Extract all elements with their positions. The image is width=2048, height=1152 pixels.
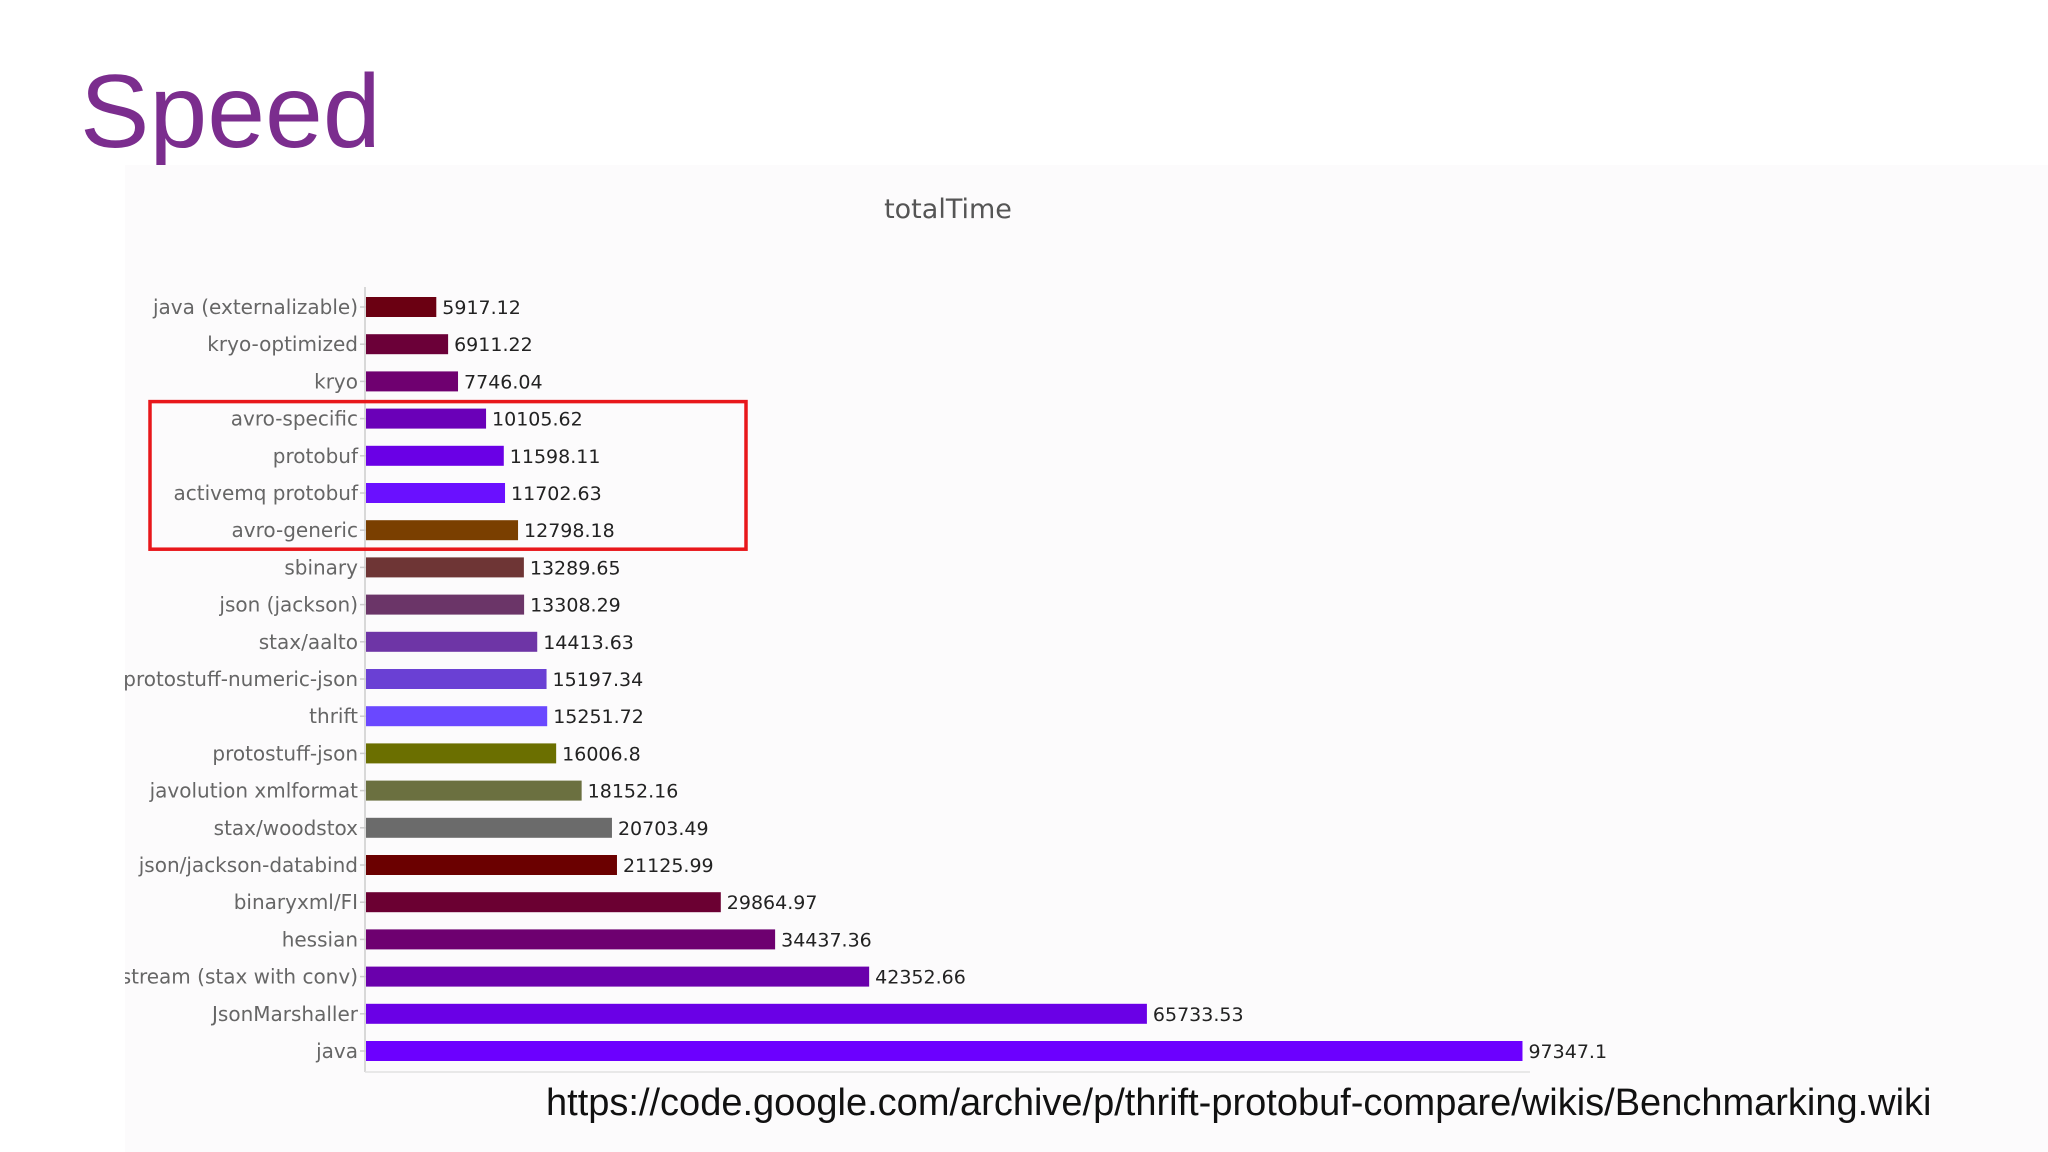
bar	[366, 1041, 1523, 1061]
bar	[366, 520, 519, 541]
category-label: java	[315, 1039, 358, 1063]
bar	[366, 297, 437, 317]
bar	[366, 669, 547, 689]
value-label: 21125.99	[623, 855, 714, 877]
category-label: kryo	[314, 369, 358, 393]
category-label: javolution xmlformat	[149, 779, 359, 803]
highlight-box	[148, 399, 748, 551]
category-label: hessian	[282, 927, 358, 951]
value-label: 15197.34	[553, 669, 644, 691]
category-label: activemq protobuf	[173, 481, 358, 505]
source-url-link[interactable]: https://code.google.com/archive/p/thrift…	[546, 1082, 1932, 1124]
category-label: json (jackson)	[218, 593, 358, 617]
bar	[366, 1003, 1147, 1024]
bar	[366, 780, 582, 801]
bar	[366, 334, 449, 355]
value-label: 11598.11	[510, 446, 601, 468]
bar	[366, 966, 870, 987]
bar	[366, 929, 776, 950]
category-label: avro-generic	[232, 518, 358, 542]
category-label: stax/woodstox	[214, 816, 359, 840]
bar	[366, 408, 487, 429]
value-label: 29864.97	[727, 892, 818, 914]
bar	[366, 445, 504, 466]
bar	[366, 371, 459, 392]
category-label: sbinary	[284, 555, 358, 579]
slide-title: Speed	[80, 54, 381, 170]
value-label: 16006.8	[562, 743, 641, 765]
category-label: json/jackson-databind	[138, 853, 358, 877]
bar-chart: totalTime java (externalizable) 5917.12 kr…	[125, 194, 1607, 1073]
value-label: 10105.62	[492, 409, 583, 431]
value-label: 18152.16	[588, 781, 679, 803]
bar	[366, 855, 617, 875]
value-label: 7746.04	[464, 371, 543, 393]
bar	[366, 631, 538, 652]
category-label: thrift	[309, 704, 358, 728]
value-label: 15251.72	[553, 706, 644, 728]
chart-title: totalTime	[884, 194, 1012, 225]
category-label: kryo-optimized	[207, 332, 358, 356]
category-label: xstream (stax with conv)	[125, 965, 358, 989]
bar	[366, 483, 506, 503]
chart-panel: totalTime java (externalizable) 5917.12 kr…	[125, 165, 2048, 1152]
value-label: 11702.63	[511, 483, 602, 505]
value-label: 34437.36	[781, 929, 872, 951]
value-label: 6911.22	[454, 334, 533, 356]
bar	[366, 594, 525, 615]
value-label: 13308.29	[530, 595, 621, 617]
category-label: protostuff-json	[212, 741, 358, 765]
bars-layer: java (externalizable) 5917.12 kryo-optimiz…	[125, 295, 1607, 1063]
bar	[366, 706, 548, 727]
category-label: avro-specific	[231, 407, 358, 431]
bar	[366, 743, 557, 764]
category-label: binaryxml/FI	[234, 890, 358, 914]
value-label: 20703.49	[618, 818, 709, 840]
category-label: java (externalizable)	[152, 295, 358, 319]
value-label: 97347.1	[1528, 1041, 1607, 1063]
value-label: 5917.12	[442, 297, 521, 319]
category-label: stax/aalto	[259, 630, 358, 654]
bar	[366, 892, 721, 913]
category-label: protostuff-numeric-json	[125, 667, 358, 691]
bar	[366, 557, 524, 578]
value-label: 42352.66	[875, 967, 966, 989]
value-label: 65733.53	[1153, 1004, 1244, 1026]
value-label: 13289.65	[530, 557, 621, 579]
value-label: 14413.63	[543, 632, 634, 654]
category-label: JsonMarshaller	[210, 1002, 359, 1026]
bar	[366, 817, 612, 838]
value-label: 12798.18	[524, 520, 615, 542]
category-label: protobuf	[273, 444, 359, 468]
